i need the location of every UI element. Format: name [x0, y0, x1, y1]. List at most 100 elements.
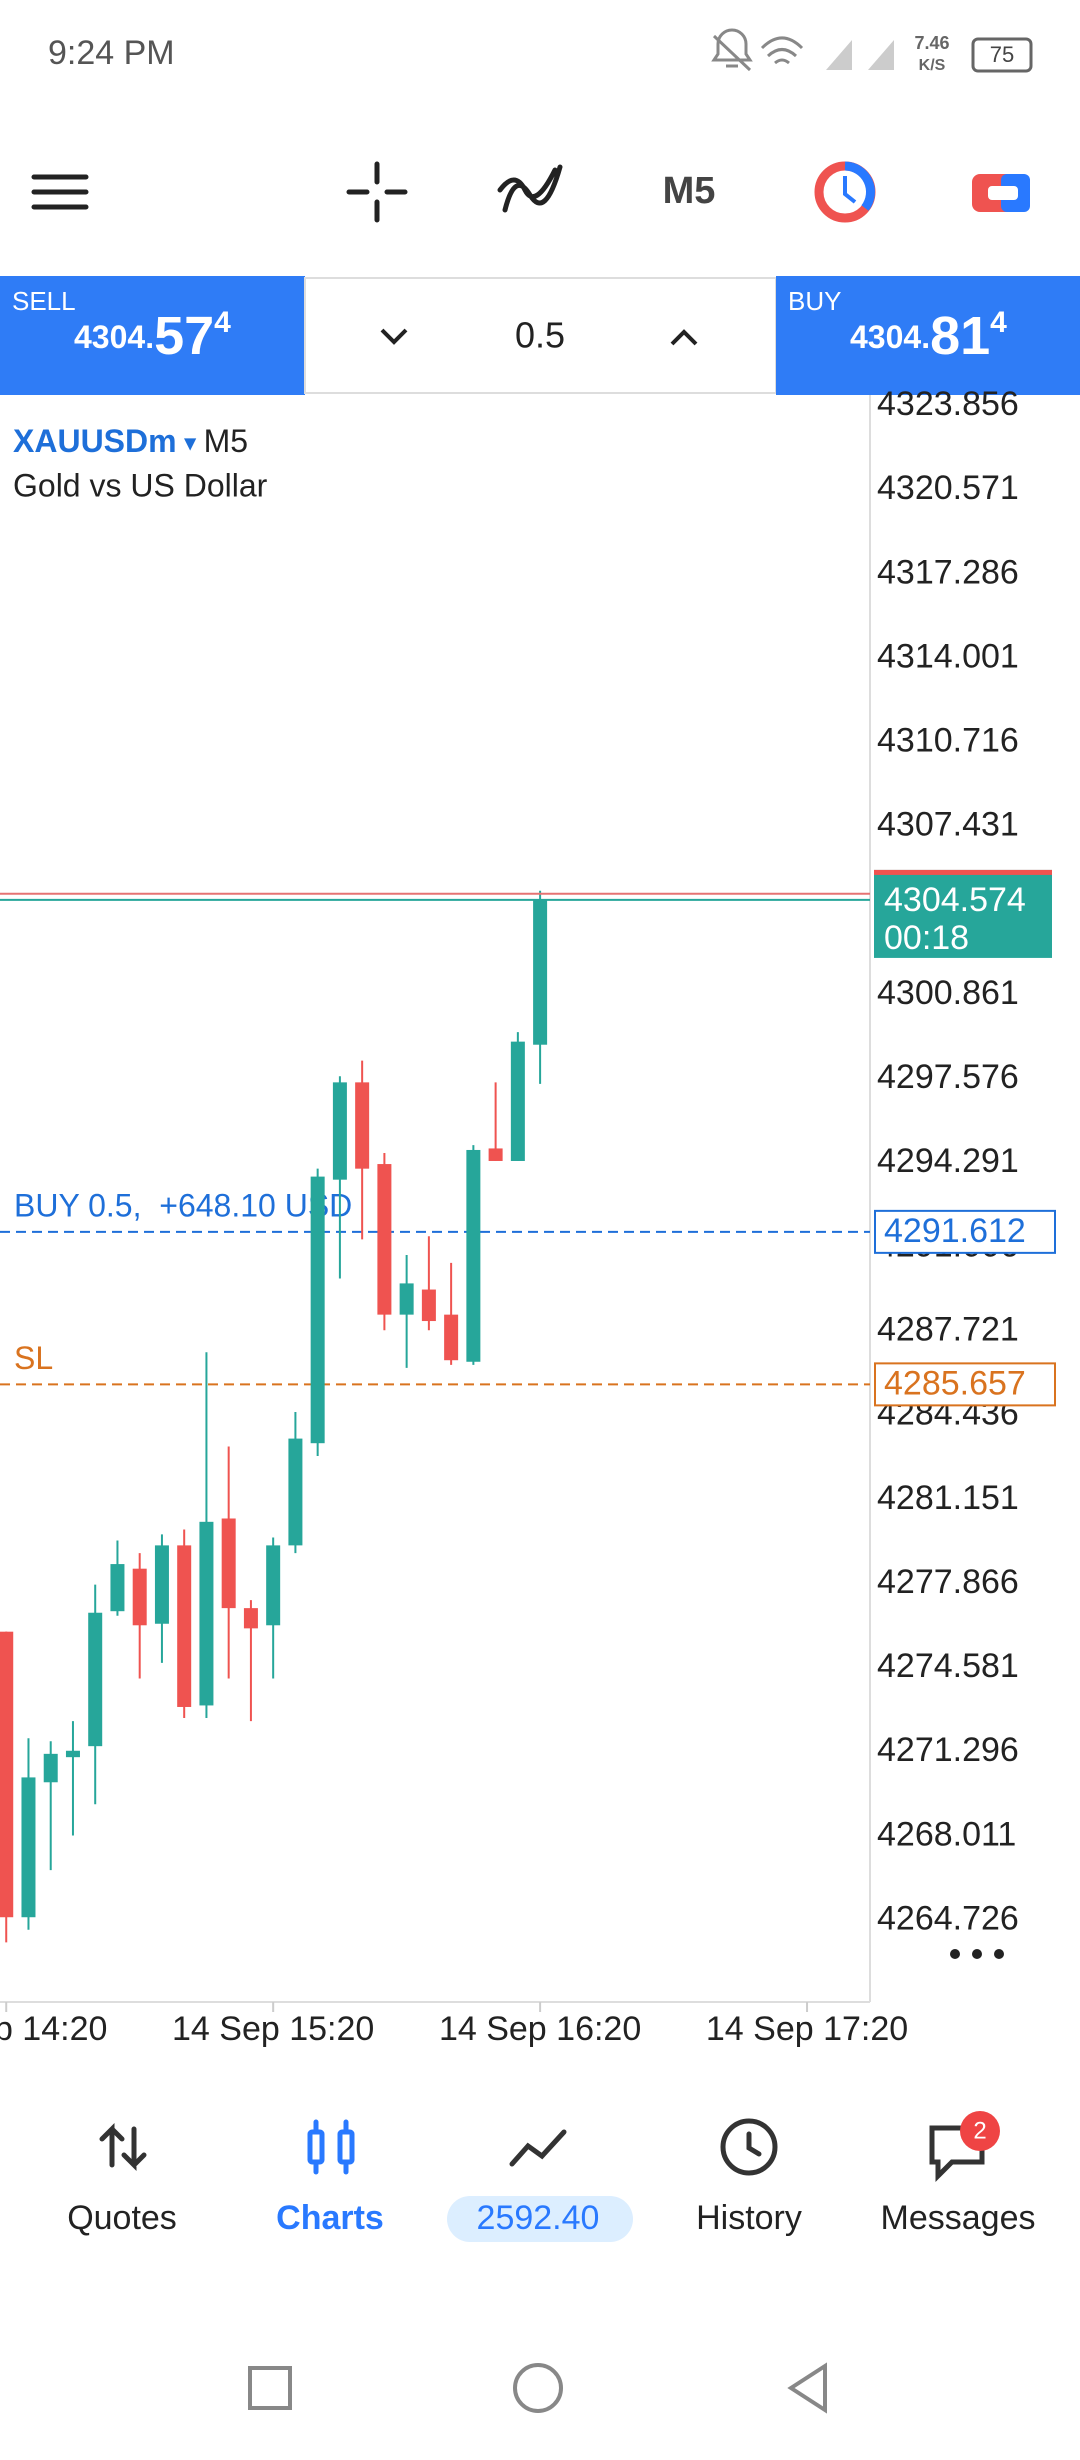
nav-item[interactable]: Messages [881, 2199, 1036, 2237]
price-box-stripe [874, 869, 1052, 875]
more-button[interactable] [950, 1949, 1004, 1959]
sell-price: 4304.574 [74, 306, 231, 366]
candle-body [288, 1438, 303, 1546]
badge-count: 2 [973, 2117, 986, 2144]
bottom-nav: Quotes Charts 2592.40 History Messages [67, 2199, 1035, 2237]
x-tick-label: 14 Sep 15:20 [172, 2010, 374, 2048]
buy-label: BUY [788, 286, 841, 316]
candle-body [533, 899, 548, 1045]
candle-body [0, 1631, 14, 1918]
battery-level: 75 [990, 42, 1014, 67]
candle-body [88, 1612, 103, 1747]
candle-body [65, 1750, 80, 1758]
sl-line-box [874, 1362, 1056, 1407]
y-tick-label: 4320.571 [877, 469, 1019, 507]
candle-body [243, 1608, 258, 1629]
order-line-label: BUY 0.5, +648.10 USD [14, 1187, 352, 1223]
price-box [874, 869, 1052, 958]
order-line-price: 4291.612 [884, 1212, 1026, 1250]
crosshair-button[interactable] [346, 161, 408, 223]
y-tick-label: 4281.151 [877, 1479, 1019, 1517]
buy-price: 4304.814 [850, 306, 1007, 366]
volume-value[interactable]: 0.5 [515, 315, 565, 356]
trade-button[interactable] [814, 161, 876, 223]
candle-body [310, 1176, 325, 1444]
y-tick-label: 4323.856 [877, 385, 1019, 423]
order-line-box [874, 1209, 1056, 1254]
y-tick-label: 4294.291 [877, 1142, 1019, 1180]
candle-body [199, 1521, 214, 1706]
buy-price-main: 4304. [850, 319, 930, 355]
y-tick-label: 4268.011 [877, 1815, 1016, 1853]
status-speed: 7.46 [914, 33, 949, 53]
y-tick-label: 4300.861 [877, 974, 1019, 1012]
sell-price-main: 4304. [74, 319, 154, 355]
sell-price-sup: 4 [214, 306, 231, 339]
status-icons [711, 28, 894, 72]
candle-body [266, 1545, 281, 1626]
nav-icons [99, 2118, 985, 2183]
x-tick-label: 14 Sep 17:20 [706, 2010, 908, 2048]
candle-body [444, 1314, 459, 1361]
sl-line-label: SL [14, 1340, 53, 1376]
sell-price-big: 57 [154, 306, 214, 366]
candle-body [377, 1164, 392, 1315]
toolbar-icons[interactable] [31, 161, 563, 223]
one-click-button[interactable] [972, 174, 1030, 212]
nav-item[interactable]: 2592.40 [477, 2199, 600, 2237]
buy-price-big: 81 [930, 306, 990, 366]
nav-item[interactable]: History [696, 2199, 802, 2237]
y-tick-label: 4307.431 [877, 806, 1019, 844]
candle-body [110, 1564, 125, 1612]
status-time: 9:24 PM [48, 34, 175, 72]
y-tick-label: 4287.721 [877, 1311, 1019, 1349]
sl-line-price: 4285.657 [884, 1364, 1026, 1402]
equity-pill [447, 2196, 633, 2242]
indicators-button[interactable] [497, 164, 563, 213]
candle-body [466, 1149, 481, 1362]
chart-timeframe: M5 [204, 423, 248, 459]
chart-symbol[interactable]: XAUUSDm ▾ M5 [13, 423, 248, 459]
candle-body [177, 1545, 192, 1707]
menu-button[interactable] [31, 174, 89, 210]
symbol: XAUUSDm [13, 423, 177, 459]
nav-item[interactable]: Charts [276, 2199, 384, 2237]
candle-body [21, 1777, 36, 1918]
candle-body [488, 1148, 503, 1161]
timeframe-button[interactable]: M5 [663, 170, 716, 212]
candle-body [421, 1289, 436, 1322]
chart-description: Gold vs US Dollar [13, 467, 268, 503]
plot-area: BUY 0.5, +648.10 USD SL [0, 890, 870, 1943]
candle-body [510, 1041, 525, 1161]
volume-up[interactable] [670, 329, 698, 346]
y-tick-label: 4317.286 [877, 553, 1019, 591]
y-tick-label: 4314.001 [877, 637, 1019, 675]
system-nav[interactable] [248, 2362, 827, 2414]
candle-body [399, 1283, 414, 1315]
candle-body [332, 1082, 347, 1180]
candle-body [355, 1082, 370, 1169]
y-tick-label: 4264.726 [877, 1899, 1019, 1937]
x-tick-label: 14 Sep 16:20 [439, 2010, 641, 2048]
badge [960, 2111, 1000, 2151]
x-tick-label: 14 Sep 14:20 [0, 2010, 107, 2048]
candle-body [221, 1518, 236, 1609]
y-tick-label: 4310.716 [877, 722, 1019, 760]
buy-price-sup: 4 [990, 306, 1007, 339]
buy-button[interactable] [776, 276, 1080, 395]
sell-label: SELL [12, 286, 76, 316]
symbol-marker: ▾ [184, 430, 197, 455]
sell-button[interactable] [0, 276, 305, 395]
nav-item[interactable]: Quotes [67, 2199, 177, 2237]
y-tick-label: 4271.296 [877, 1731, 1019, 1769]
y-tick-label: 4274.581 [877, 1647, 1019, 1685]
candle-body [132, 1568, 147, 1626]
candle-body [43, 1753, 58, 1783]
y-tick-label: 4297.576 [877, 1058, 1019, 1096]
status-speed-unit: K/S [919, 57, 946, 74]
battery [971, 37, 1033, 73]
volume-down[interactable] [380, 328, 408, 345]
